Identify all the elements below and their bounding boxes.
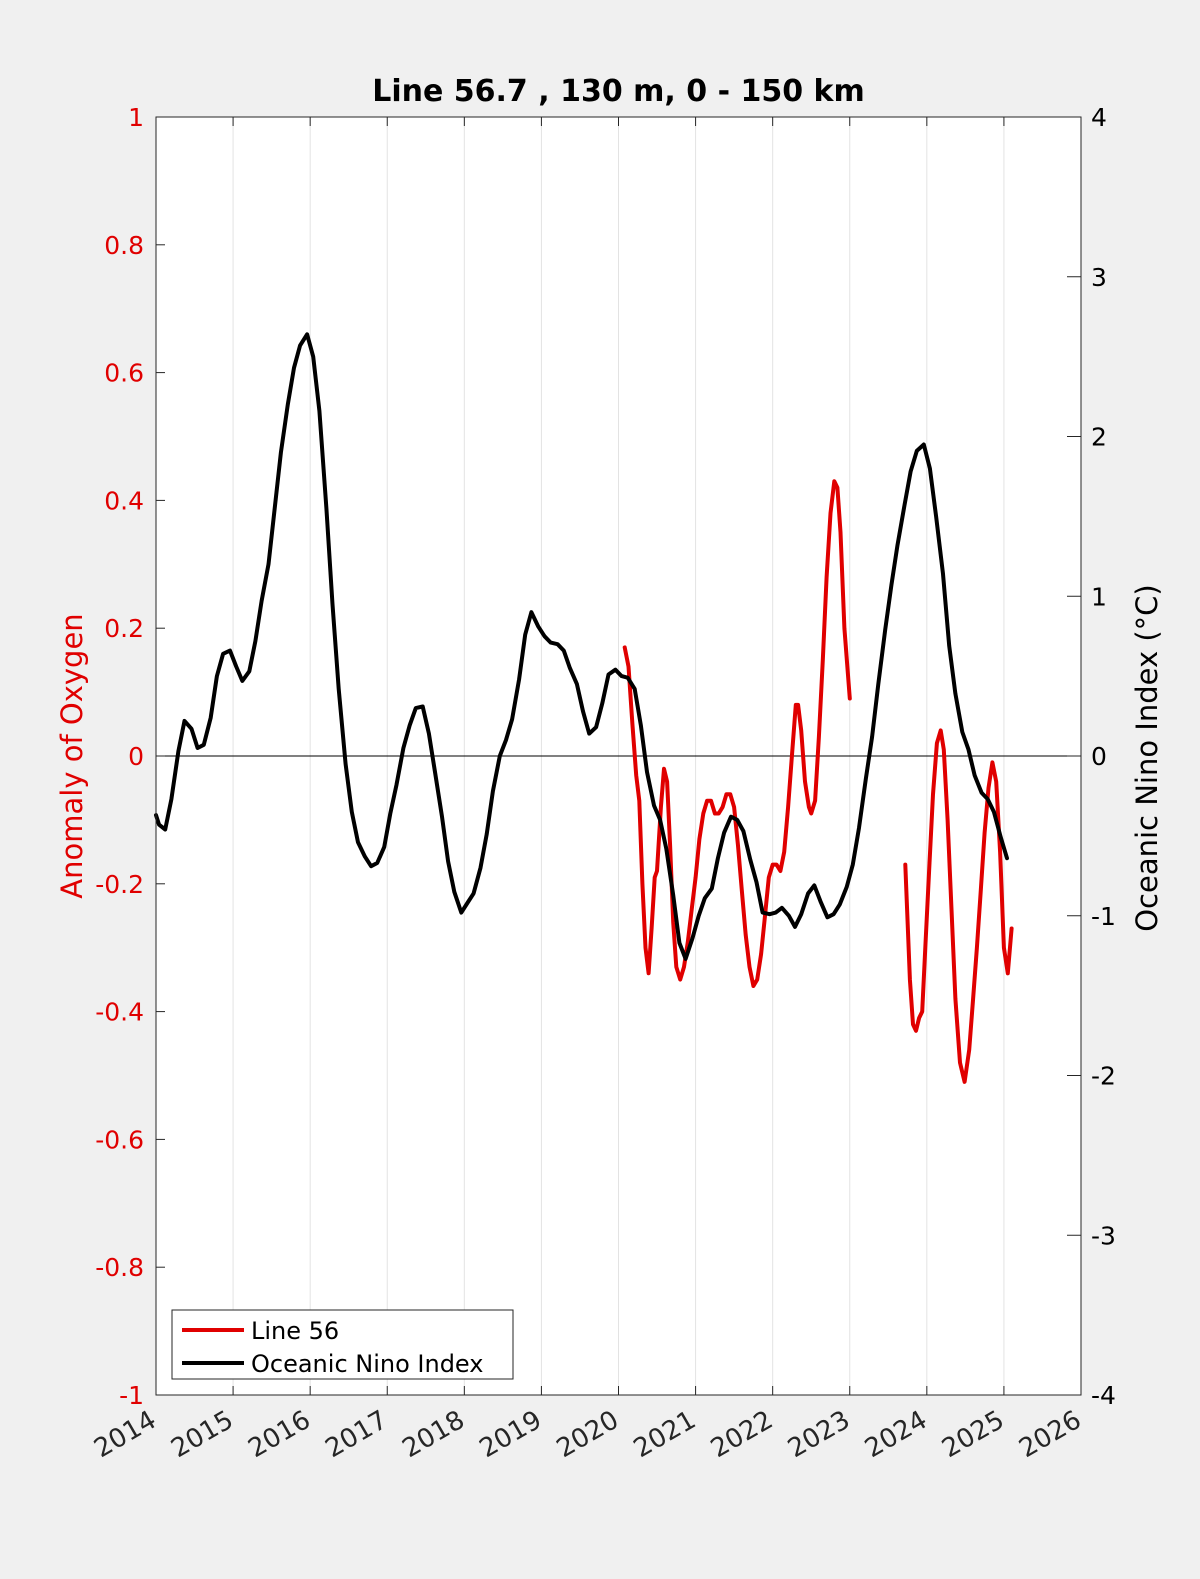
y-right-tick-label: -1 xyxy=(1091,902,1116,931)
y-left-tick-label: -0.4 xyxy=(95,998,144,1027)
y-left-tick-label: 0.4 xyxy=(104,486,144,515)
y-left-tick-label: 0.8 xyxy=(104,231,144,260)
legend: Line 56 Oceanic Nino Index xyxy=(171,1309,514,1380)
chart-title: Line 56.7 , 130 m, 0 - 150 km xyxy=(372,74,865,109)
series-line-line-56 xyxy=(903,728,1014,1084)
series-line-line-56 xyxy=(622,479,852,988)
y-right-tick-label: 1 xyxy=(1091,582,1107,611)
y-right-tick-label: -4 xyxy=(1091,1381,1116,1410)
y-right-tick-label: 3 xyxy=(1091,263,1107,292)
y-axis-right-label: Oceanic Nino Index (°C) xyxy=(1130,584,1164,932)
y-right-tick-label: -3 xyxy=(1091,1221,1116,1250)
legend-label-line-56: Line 56 xyxy=(251,1317,339,1345)
y-left-tick-label: 0.6 xyxy=(104,359,144,388)
y-left-tick-label: 0.2 xyxy=(104,614,144,643)
series-layer xyxy=(154,332,1014,1084)
y-right-tick-label: -2 xyxy=(1091,1062,1116,1091)
series-line-oceanic-nino-index xyxy=(154,332,1009,961)
y-right-tick-label: 0 xyxy=(1091,742,1107,771)
y-left-tick-label: 0 xyxy=(128,742,144,771)
y-left-tick-label: -0.6 xyxy=(95,1125,144,1154)
legend-label-oceanic-nino-index: Oceanic Nino Index xyxy=(251,1350,483,1378)
y-right-tick-label: 2 xyxy=(1091,423,1107,452)
y-left-tick-label: -1 xyxy=(119,1381,144,1410)
y-left-tick-label: -0.2 xyxy=(95,870,144,899)
y-axis-left-label: Anomaly of Oxygen xyxy=(55,613,89,898)
legend-box xyxy=(171,1309,514,1380)
y-left-tick-label: 1 xyxy=(128,103,144,132)
y-left-tick-label: -0.8 xyxy=(95,1253,144,1282)
y-right-tick-label: 4 xyxy=(1091,103,1107,132)
